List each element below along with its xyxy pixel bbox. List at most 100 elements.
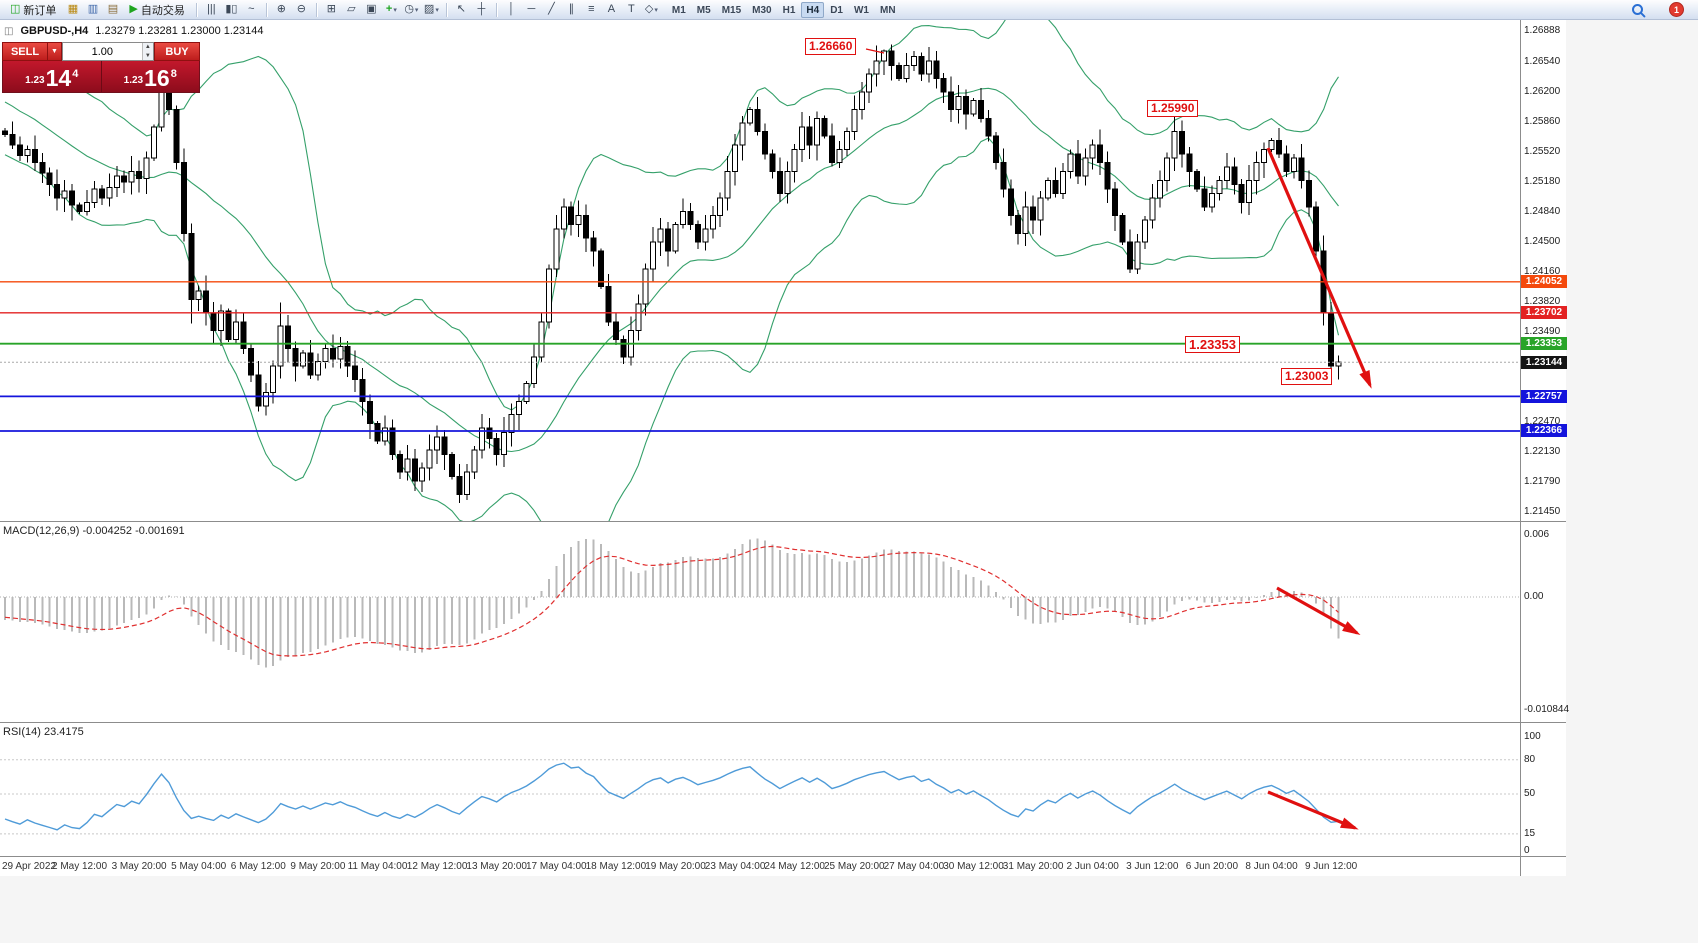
timeframe-h1[interactable]: H1 bbox=[782, 4, 796, 16]
macd-signal-line bbox=[4, 545, 1339, 657]
macd-panel-svg[interactable] bbox=[0, 522, 1520, 722]
date-axis-label: 2 May 12:00 bbox=[51, 861, 108, 872]
main-chart-svg[interactable] bbox=[0, 20, 1520, 521]
caret-down-icon: ▾ bbox=[414, 6, 419, 14]
price-callout[interactable]: 1.23353 bbox=[1185, 336, 1240, 353]
order-options-dropdown[interactable]: ▼ bbox=[48, 42, 62, 61]
toolbar-right: 1 bbox=[1631, 2, 1694, 17]
data-window-icon[interactable]: ▥ bbox=[83, 1, 102, 18]
date-axis-label: 30 May 12:00 bbox=[943, 861, 1004, 872]
navigator-icon[interactable]: ▤ bbox=[103, 1, 122, 18]
rsi-panel-divider[interactable] bbox=[0, 722, 1566, 723]
arrange-windows-icon[interactable]: ▣ bbox=[362, 1, 381, 18]
buy-button[interactable]: BUY bbox=[154, 42, 200, 61]
bollinger-bands bbox=[4, 20, 1340, 521]
trend-arrow[interactable] bbox=[1276, 586, 1361, 635]
arrange-windows-icon-glyph-icon: ▣ bbox=[366, 3, 377, 15]
sell-price[interactable]: 1.23 14 4 bbox=[3, 61, 101, 92]
rsi-axis-label: 80 bbox=[1524, 753, 1536, 765]
notification-badge[interactable]: 1 bbox=[1668, 2, 1684, 17]
caret-down-icon: ▾ bbox=[435, 6, 439, 14]
autotrading-button[interactable]: ▶ 自动交易 bbox=[123, 1, 190, 18]
timeframe-m30[interactable]: M30 bbox=[752, 4, 772, 16]
volume-up-icon[interactable]: ▲ bbox=[142, 43, 153, 52]
price-axis-label: 1.23820 bbox=[1524, 296, 1561, 308]
channel-icon[interactable]: ∥ bbox=[562, 1, 581, 18]
text-label-icon-glyph-icon: T bbox=[628, 3, 635, 15]
price-axis-tag: 1.23144 bbox=[1521, 355, 1567, 369]
timeframe-buttons: M1 M5 M15 M30 H1 H4 D1 W1 MN bbox=[667, 1, 901, 18]
cursor-icon[interactable]: ↖ bbox=[452, 1, 471, 18]
macd-panel-divider[interactable] bbox=[0, 521, 1566, 522]
timeframe-mn[interactable]: MN bbox=[879, 4, 896, 16]
price-axis-label: 1.23490 bbox=[1524, 325, 1561, 337]
price-callout[interactable]: 1.26660 bbox=[805, 38, 857, 55]
shapes-icon[interactable]: ◇ ▾ bbox=[642, 1, 661, 18]
date-axis-label: 18 May 12:00 bbox=[585, 861, 647, 872]
volume-down-icon[interactable]: ▼ bbox=[142, 51, 153, 60]
candlestick-chart-icon[interactable]: ▮▯ bbox=[222, 1, 241, 18]
price-axis[interactable]: 1.26888 1.26540 1.26200 1.25860 1.25520 1.251… bbox=[1520, 20, 1569, 876]
price-callout[interactable]: 1.25990 bbox=[1147, 100, 1199, 117]
ohlc-values: 1.23279 1.23281 1.23000 1.23144 bbox=[95, 25, 264, 37]
toolbar-separator bbox=[495, 2, 497, 17]
zoom-out-icon[interactable]: ⊖ bbox=[292, 1, 311, 18]
vertical-line-icon[interactable]: │ bbox=[502, 1, 521, 18]
caret-down-icon: ▾ bbox=[393, 6, 397, 14]
trendline-icon-glyph-icon: ╱ bbox=[548, 3, 555, 15]
horizontal-line-icon[interactable]: ─ bbox=[522, 1, 541, 18]
rsi-line bbox=[4, 762, 1339, 831]
crosshair-icon[interactable]: ┼ bbox=[472, 1, 491, 18]
rsi-panel-svg[interactable] bbox=[0, 723, 1520, 856]
fibonacci-icon[interactable]: ≡ bbox=[582, 1, 601, 18]
timeframe-h4[interactable]: H4 bbox=[801, 1, 825, 18]
text-icon[interactable]: A bbox=[602, 1, 621, 18]
zoom-in-icon[interactable]: ⊕ bbox=[272, 1, 291, 18]
rsi-axis-label: 15 bbox=[1524, 827, 1536, 839]
date-axis-label: 17 May 04:00 bbox=[525, 861, 587, 872]
line-chart-icon[interactable]: ~ bbox=[242, 1, 261, 18]
buy-price[interactable]: 1.23 16 8 bbox=[102, 61, 200, 92]
candlestick-chart-icon-glyph-icon: ▮▯ bbox=[225, 3, 238, 15]
price-axis-label: 1.21790 bbox=[1524, 475, 1561, 487]
templates-icon[interactable]: ▨ ▾ bbox=[422, 1, 441, 18]
volume-input[interactable] bbox=[63, 43, 142, 60]
timeframe-w1[interactable]: W1 bbox=[853, 4, 869, 16]
market-watch-icon[interactable]: ▦ bbox=[63, 1, 82, 18]
templates-icon-glyph-icon: ▨ bbox=[423, 3, 435, 15]
price-callout[interactable]: 1.23003 bbox=[1281, 368, 1333, 385]
timeframe-m5[interactable]: M5 bbox=[696, 4, 711, 16]
toolbar-buttons: ◫ 新订单 ▦ ▥ ▤ ▶ 自动交易 ||| ▮▯ ~ ⊕ ⊖ ⊞ ▱ ▣ + ▾ ◷ ▾ ▨ ▾ ↖ ┼ │ ─ ╱ ∥ ≡ A T ◇ ▾ bbox=[4, 1, 661, 18]
sell-price-main: 14 bbox=[45, 65, 72, 91]
bar-chart-icon-glyph-icon: ||| bbox=[207, 3, 216, 15]
date-axis-label: 12 May 12:00 bbox=[406, 861, 468, 872]
date-axis-label: 31 May 20:00 bbox=[1002, 861, 1064, 872]
cascade-windows-icon[interactable]: ▱ bbox=[342, 1, 361, 18]
data-window-icon-glyph-icon: ▥ bbox=[87, 3, 99, 15]
trend-arrow[interactable] bbox=[1266, 147, 1372, 389]
trendline-icon[interactable]: ╱ bbox=[542, 1, 561, 18]
periods-icon[interactable]: ◷ ▾ bbox=[402, 1, 421, 18]
horizontal-price-lines[interactable] bbox=[0, 281, 1520, 432]
candles bbox=[2, 44, 1342, 503]
timeframe-m1[interactable]: M1 bbox=[671, 4, 686, 16]
date-axis[interactable]: 29 Apr 2022 2 May 12:00 3 May 20:00 5 May 0… bbox=[0, 857, 1520, 876]
volume-field: ▲ ▼ bbox=[62, 42, 154, 61]
text-label-icon[interactable]: T bbox=[622, 1, 641, 18]
price-axis-label: 1.24500 bbox=[1524, 236, 1561, 248]
new-order-button[interactable]: ◫ 新订单 bbox=[4, 1, 62, 18]
search-icon[interactable] bbox=[1631, 4, 1643, 15]
bar-chart-icon[interactable]: ||| bbox=[202, 1, 221, 18]
toolbar-separator bbox=[265, 2, 267, 17]
sell-button[interactable]: SELL bbox=[2, 42, 48, 61]
price-axis-label: 1.25860 bbox=[1524, 115, 1561, 127]
tile-windows-icon[interactable]: ⊞ bbox=[322, 1, 341, 18]
timeframe-m15[interactable]: M15 bbox=[721, 4, 742, 16]
trend-arrow[interactable] bbox=[1267, 790, 1359, 830]
price-axis-label: 1.26200 bbox=[1524, 85, 1561, 97]
timeframe-d1[interactable]: D1 bbox=[830, 4, 843, 16]
sell-price-pip: 4 bbox=[72, 68, 79, 80]
price-axis-label: 1.25520 bbox=[1524, 145, 1561, 157]
indicators-add-icon[interactable]: + ▾ bbox=[382, 1, 401, 18]
caret-down-icon: ▾ bbox=[654, 6, 658, 14]
